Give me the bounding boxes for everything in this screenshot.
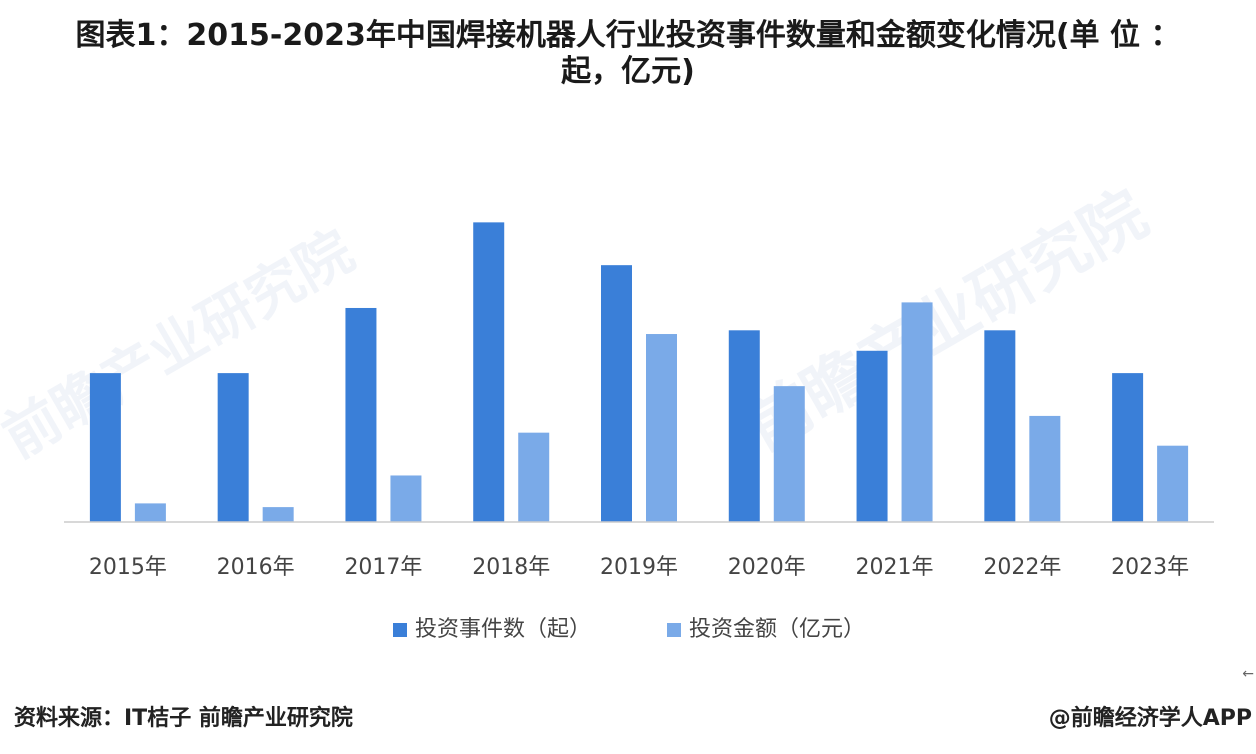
bar-amount-0 (134, 503, 166, 522)
bar-amount-4 (646, 334, 677, 522)
x-tick-label: 2021年 (856, 555, 934, 580)
legend-label-amount: 投资金额（亿元） (689, 617, 865, 642)
x-tick-label: 2015年 (89, 555, 167, 580)
bar-events-7 (984, 330, 1016, 522)
bar-events-1 (217, 373, 249, 522)
legend-label-events: 投资事件数（起） (415, 617, 591, 642)
bar-events-5 (728, 330, 760, 522)
bar-amount-7 (1029, 415, 1061, 522)
x-tick-label: 2018年 (472, 555, 550, 580)
bar-events-3 (473, 222, 505, 522)
bar-chart: 2015年 2016年 2017年 2018年 2019年 2020年 2021年 2022年… (64, 222, 1214, 642)
x-tick-label: 2020年 (728, 555, 806, 580)
bar-amount-1 (262, 507, 294, 522)
chart-title: 图表1：2015-2023年中国焊接机器人行业投资事件数量和金额变化情况(单 位… (0, 18, 1256, 90)
x-tick-label: 2023年 (1111, 555, 1189, 580)
brand-text: @前瞻经济学人APP (1048, 706, 1252, 731)
legend-swatch-events (393, 623, 407, 637)
x-tick-label: 2019年 (600, 555, 678, 580)
bar-events-6 (856, 350, 888, 522)
bar-amount-5 (773, 386, 805, 522)
x-tick-label: 2016年 (217, 555, 295, 580)
bar-events-2 (345, 307, 377, 522)
arrow-icon: ← (1242, 666, 1254, 682)
x-tick-label: 2022年 (983, 555, 1061, 580)
bar-events-8 (1112, 373, 1144, 522)
bar-amount-8 (1157, 445, 1189, 522)
source-text: 资料来源：IT桔子 前瞻产业研究院 (14, 706, 353, 731)
bar-amount-3 (518, 432, 550, 522)
bar-events-4 (601, 265, 632, 522)
bar-amount-6 (901, 302, 933, 522)
title-line1: 图表1：2015-2023年中国焊接机器人行业投资事件数量和金额变化情况(单 位… (75, 18, 1181, 53)
x-tick-label: 2017年 (344, 555, 422, 580)
title-line2: 起，亿元) (561, 54, 695, 89)
bar-events-0 (89, 373, 121, 522)
legend-swatch-amount (667, 623, 681, 637)
bar-amount-2 (390, 475, 422, 522)
